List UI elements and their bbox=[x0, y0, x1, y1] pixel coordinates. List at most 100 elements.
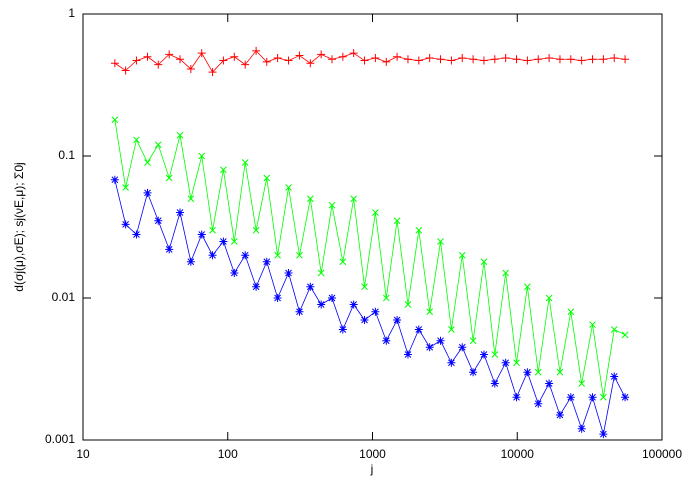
point-marker bbox=[491, 351, 499, 358]
point-marker bbox=[425, 343, 434, 352]
y-axis-label: d(σj(μ),σE); sj(νE,μ); Σ0j bbox=[12, 162, 26, 291]
point-marker bbox=[154, 60, 163, 69]
series-line bbox=[114, 119, 626, 398]
point-marker bbox=[447, 358, 456, 367]
point-marker bbox=[219, 56, 228, 65]
point-marker bbox=[448, 326, 455, 333]
point-marker bbox=[144, 159, 151, 166]
point-marker bbox=[426, 308, 434, 316]
point-marker bbox=[230, 268, 239, 277]
point-marker bbox=[501, 358, 510, 367]
y-tick-label: 0.01 bbox=[52, 290, 76, 304]
point-marker bbox=[360, 56, 369, 65]
point-marker bbox=[458, 251, 466, 259]
point-marker bbox=[469, 55, 478, 64]
point-marker bbox=[241, 60, 250, 69]
point-marker bbox=[198, 152, 206, 160]
point-marker bbox=[621, 331, 629, 339]
point-marker bbox=[274, 251, 281, 259]
point-marker bbox=[306, 59, 315, 68]
point-marker bbox=[143, 52, 152, 61]
y-tick-label: 0.1 bbox=[58, 148, 75, 162]
point-marker bbox=[317, 50, 326, 59]
point-marker bbox=[241, 159, 249, 166]
point-marker bbox=[154, 216, 163, 225]
x-axis-label: j bbox=[370, 462, 374, 476]
point-marker bbox=[339, 258, 347, 266]
x-tick-label: 10000 bbox=[501, 447, 535, 461]
point-marker bbox=[328, 201, 336, 209]
point-marker bbox=[262, 257, 271, 266]
point-marker bbox=[110, 175, 119, 184]
point-marker bbox=[490, 55, 499, 64]
point-marker bbox=[295, 51, 304, 60]
point-marker bbox=[393, 52, 402, 61]
point-marker bbox=[317, 269, 325, 277]
point-marker bbox=[469, 368, 478, 377]
point-marker bbox=[404, 301, 412, 308]
point-marker bbox=[621, 393, 630, 402]
point-marker bbox=[284, 56, 293, 65]
point-marker bbox=[230, 238, 238, 245]
point-marker bbox=[284, 268, 293, 277]
point-marker bbox=[436, 336, 445, 345]
point-marker bbox=[610, 372, 619, 381]
point-marker bbox=[479, 56, 488, 65]
point-marker bbox=[599, 55, 608, 64]
x-tick-label: 10 bbox=[76, 447, 90, 461]
point-marker bbox=[338, 52, 347, 61]
point-marker bbox=[263, 174, 271, 182]
point-marker bbox=[252, 282, 261, 291]
point-marker bbox=[414, 325, 423, 334]
point-marker bbox=[403, 350, 412, 359]
point-marker bbox=[121, 66, 130, 75]
point-marker bbox=[555, 410, 564, 419]
series-line bbox=[114, 179, 626, 435]
point-marker bbox=[132, 230, 141, 239]
y-tick-label: 0.001 bbox=[45, 432, 75, 446]
point-marker bbox=[393, 315, 402, 324]
point-marker bbox=[490, 379, 499, 388]
point-marker bbox=[479, 350, 488, 359]
point-marker bbox=[556, 368, 564, 376]
point-marker bbox=[176, 208, 185, 217]
point-marker bbox=[501, 53, 510, 62]
point-marker bbox=[165, 174, 173, 182]
point-marker bbox=[414, 56, 423, 65]
point-marker bbox=[600, 393, 607, 401]
point-marker bbox=[545, 53, 554, 62]
point-marker bbox=[555, 55, 564, 64]
point-marker bbox=[524, 283, 531, 291]
point-marker bbox=[273, 294, 282, 302]
point-marker bbox=[208, 68, 217, 77]
point-marker bbox=[143, 188, 152, 197]
point-marker bbox=[534, 55, 543, 64]
point-marker bbox=[122, 184, 129, 191]
point-marker bbox=[588, 393, 597, 402]
point-marker bbox=[610, 326, 618, 333]
point-marker bbox=[176, 131, 184, 139]
point-marker bbox=[577, 424, 586, 433]
point-marker bbox=[502, 269, 510, 277]
point-marker bbox=[621, 55, 630, 64]
point-marker bbox=[393, 217, 401, 225]
point-marker bbox=[566, 55, 575, 64]
point-marker bbox=[219, 237, 228, 246]
point-marker bbox=[480, 258, 488, 266]
point-marker bbox=[252, 226, 260, 234]
point-marker bbox=[512, 55, 521, 64]
point-marker bbox=[349, 49, 358, 58]
point-marker bbox=[382, 294, 390, 302]
point-marker bbox=[523, 56, 532, 65]
point-marker bbox=[545, 294, 553, 302]
point-marker bbox=[372, 209, 379, 216]
point-marker bbox=[458, 343, 467, 352]
point-marker bbox=[132, 56, 141, 65]
y-tick-label: 1 bbox=[68, 6, 75, 20]
point-marker bbox=[371, 53, 380, 62]
point-marker bbox=[512, 393, 521, 402]
point-marker bbox=[403, 55, 412, 64]
point-marker bbox=[208, 251, 217, 260]
point-marker bbox=[306, 282, 315, 291]
point-marker bbox=[327, 55, 336, 64]
